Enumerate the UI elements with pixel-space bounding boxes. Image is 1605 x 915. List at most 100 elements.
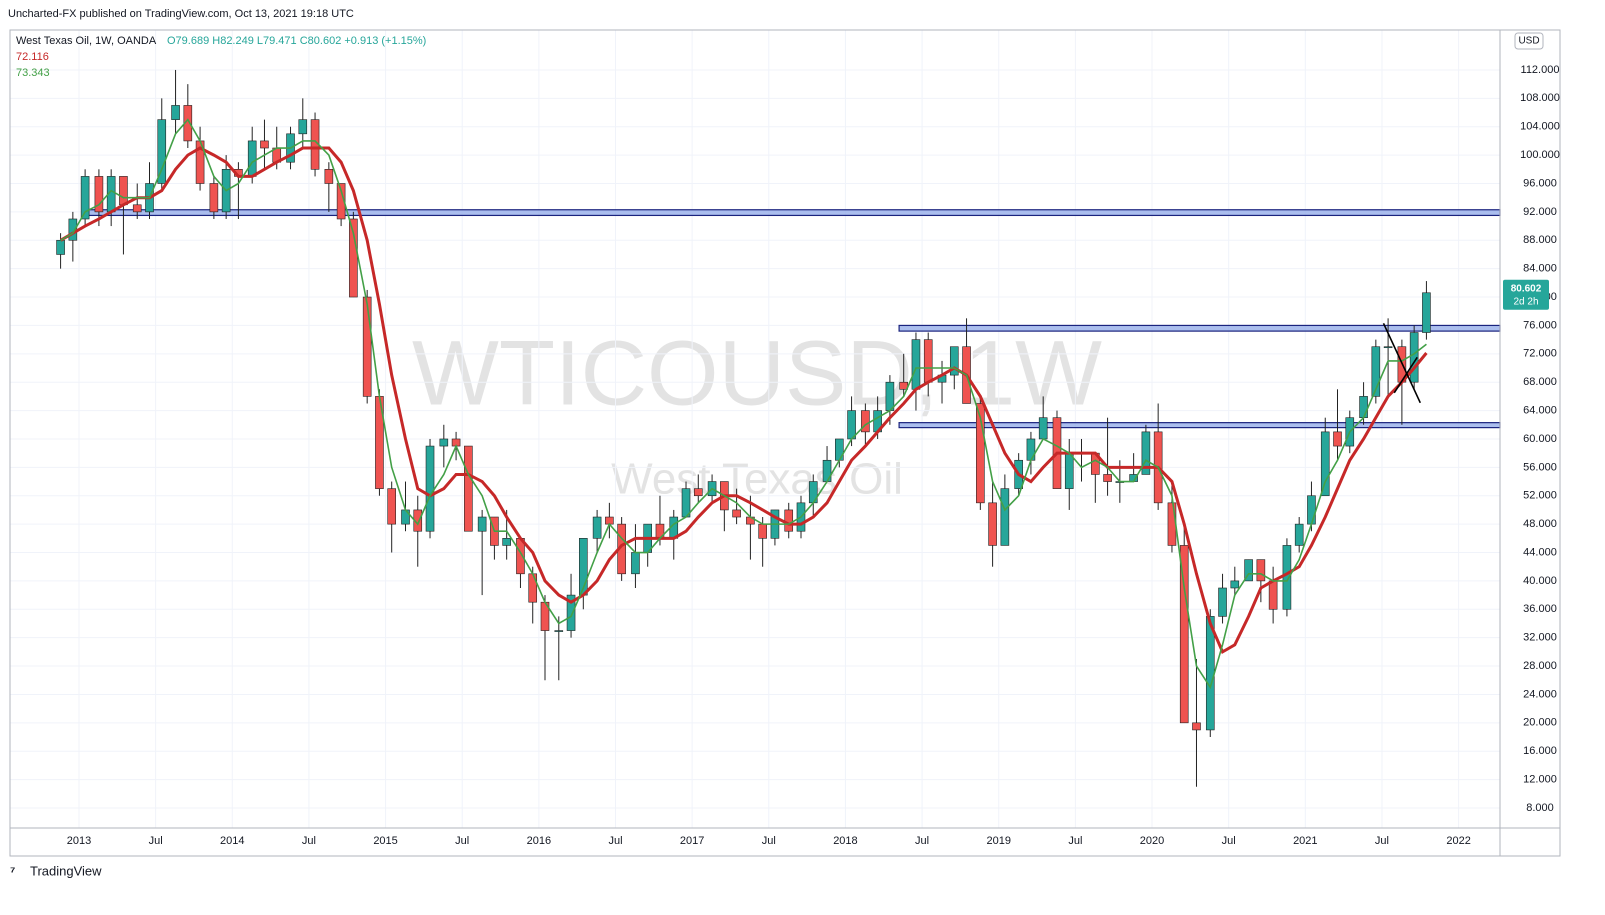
candle-body	[1026, 438, 1036, 461]
y-tick-label: 108.000	[1520, 92, 1560, 104]
candle-body	[592, 516, 602, 539]
candle-body	[362, 296, 372, 397]
candle-body	[1192, 722, 1201, 731]
header: Uncharted-FX published on TradingView.co…	[8, 8, 354, 20]
x-tick-label: Jul	[1068, 835, 1082, 847]
currency-box[interactable]	[1514, 32, 1544, 50]
y-tick-label: 64.000	[1523, 404, 1557, 416]
x-tick-label: Jul	[762, 835, 776, 847]
ma-fast-value: 73.343	[16, 67, 50, 79]
y-tick-label: 44.000	[1523, 546, 1557, 558]
x-tick-label: Jul	[1222, 835, 1236, 847]
candle-body	[1000, 488, 1010, 546]
legend-ohlc: O79.689 H82.249 L79.471 C80.602 +0.913 (…	[167, 35, 426, 47]
x-tick-label: 2017	[680, 835, 704, 847]
candle-body	[1064, 452, 1074, 489]
y-tick-label: 76.000	[1523, 319, 1557, 331]
moving-average	[60, 118, 1427, 690]
candle-body	[835, 438, 844, 461]
x-tick-label: Jul	[149, 835, 163, 847]
candle-body	[439, 438, 449, 447]
candle-body	[861, 410, 870, 433]
y-tick-label: 96.000	[1523, 177, 1557, 189]
price-tag-countdown: 2d 2h	[1513, 296, 1538, 307]
candle-body	[247, 140, 257, 177]
candle-body	[171, 105, 180, 120]
candle-body	[566, 594, 576, 631]
y-tick-label: 72.000	[1523, 348, 1557, 360]
candle-body	[631, 552, 640, 575]
candle-body	[1307, 495, 1316, 525]
x-tick-label: 2015	[373, 835, 397, 847]
x-tick-label: Jul	[302, 835, 316, 847]
logo-mark: ⁷	[10, 863, 15, 878]
x-tick-label: Jul	[1375, 835, 1389, 847]
watermark-subtitle: West Texas Oil	[611, 455, 903, 504]
y-tick-label: 32.000	[1523, 632, 1557, 644]
y-tick-label: 52.000	[1523, 490, 1557, 502]
y-tick-label: 92.000	[1523, 206, 1557, 218]
candle-body	[911, 339, 921, 390]
x-tick-label: 2018	[833, 835, 857, 847]
legend-title: West Texas Oil, 1W, OANDA	[16, 35, 157, 47]
candle-body	[157, 119, 167, 184]
x-tick-label: 2014	[220, 835, 244, 847]
candle-body	[885, 381, 895, 411]
candle-body	[119, 176, 128, 206]
y-tick-label: 48.000	[1523, 518, 1557, 530]
zone	[898, 422, 1501, 429]
candle-body	[336, 183, 346, 220]
y-tick-label: 20.000	[1523, 717, 1557, 729]
candle-body	[1179, 545, 1189, 724]
moving-average	[59, 146, 1428, 655]
candle-body	[784, 509, 794, 532]
y-tick-label: 100.000	[1520, 149, 1560, 161]
candle-body	[1294, 523, 1304, 546]
candle-body	[425, 445, 435, 532]
candle-body	[349, 218, 358, 298]
candle-body	[1244, 559, 1253, 582]
candle-body	[1038, 417, 1048, 440]
candle-body	[56, 239, 65, 255]
currency[interactable]: USD	[1518, 36, 1539, 47]
candle-body	[477, 516, 487, 532]
x-tick-label: Jul	[455, 835, 469, 847]
candle-body	[1103, 474, 1112, 482]
y-tick-label: 28.000	[1523, 660, 1557, 672]
candle-body	[1422, 292, 1431, 333]
y-tick-label: 68.000	[1523, 376, 1557, 388]
candle-body	[298, 119, 308, 135]
candle-body	[976, 403, 985, 504]
candle-body	[1141, 431, 1151, 475]
y-tick-label: 84.000	[1523, 263, 1557, 275]
y-tick-label: 40.000	[1523, 575, 1557, 587]
ma-slow-value: 72.116	[16, 51, 49, 63]
candle-body	[923, 339, 933, 383]
x-tick-label: Jul	[915, 835, 929, 847]
candle-body	[988, 502, 997, 546]
frame	[9, 29, 1561, 857]
candle-body	[209, 183, 219, 213]
candle-body	[1359, 396, 1368, 418]
y-tick-label: 88.000	[1523, 234, 1557, 246]
y-tick-label: 12.000	[1523, 774, 1557, 786]
candle-body	[132, 204, 142, 213]
candle-body	[260, 140, 269, 149]
x-tick-label: 2019	[986, 835, 1010, 847]
y-tick-label: 36.000	[1523, 603, 1557, 615]
zone	[86, 209, 1501, 217]
candle-body	[502, 538, 511, 546]
price-tag	[1503, 279, 1549, 310]
candle-body	[822, 459, 832, 482]
x-tick-label: 2021	[1293, 835, 1317, 847]
zone	[898, 324, 1501, 332]
y-tick-label: 112.000	[1521, 64, 1560, 76]
watermark: WTICOUSD, 1W	[412, 322, 1102, 424]
candle-body	[847, 410, 856, 440]
y-tick-label: 60.000	[1523, 433, 1557, 445]
y-tick-label: 16.000	[1523, 745, 1557, 757]
x-tick-label: 2020	[1140, 835, 1164, 847]
candle-body	[1218, 587, 1227, 617]
y-tick-label: 24.000	[1523, 688, 1557, 700]
